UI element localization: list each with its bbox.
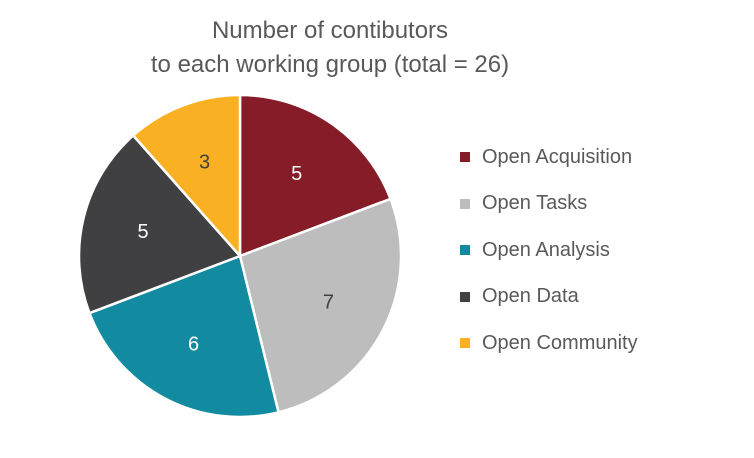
legend-item-open-tasks: Open Tasks bbox=[460, 181, 740, 228]
legend-swatch-open-acquisition bbox=[460, 152, 470, 163]
chart-title: Number of contibutors to each working gr… bbox=[80, 14, 580, 82]
pie-slices bbox=[77, 93, 403, 419]
pie-slice-open-community bbox=[131, 93, 242, 258]
legend-label-open-analysis: Open Analysis bbox=[482, 238, 610, 261]
legend-label-open-tasks: Open Tasks bbox=[482, 192, 588, 215]
data-label-open-community: 3 bbox=[199, 152, 210, 174]
chart-title-line-2: to each working group (total = 26) bbox=[150, 51, 510, 78]
data-label-open-tasks: 7 bbox=[323, 291, 334, 313]
chart-title-line-1: Number of contibutors bbox=[211, 17, 449, 44]
legend-swatch-open-analysis bbox=[460, 245, 470, 256]
chart-legend: Open Acquisition Open Tasks Open Analysi… bbox=[460, 134, 740, 367]
pie-slice-open-tasks bbox=[238, 197, 403, 414]
legend-item-open-community: Open Community bbox=[460, 320, 740, 367]
pie-slice-open-data bbox=[77, 134, 242, 315]
legend-label-open-community: Open Community bbox=[482, 331, 638, 354]
data-label-open-acquisition: 5 bbox=[291, 163, 302, 185]
legend-label-open-acquisition: Open Acquisition bbox=[482, 145, 633, 168]
legend-swatch-open-data bbox=[460, 291, 470, 302]
legend-label-open-data: Open Data bbox=[482, 285, 579, 308]
legend-item-open-analysis: Open Analysis bbox=[460, 227, 740, 274]
legend-swatch-open-community bbox=[460, 338, 470, 349]
legend-item-open-data: Open Data bbox=[460, 274, 740, 321]
legend-item-open-acquisition: Open Acquisition bbox=[460, 134, 740, 181]
data-label-open-analysis: 6 bbox=[188, 333, 199, 355]
data-label-open-data: 5 bbox=[138, 221, 149, 243]
pie-data-labels: 5 7 6 5 3 bbox=[138, 152, 334, 356]
pie-slice-open-acquisition bbox=[238, 93, 392, 258]
legend-swatch-open-tasks bbox=[460, 198, 470, 209]
